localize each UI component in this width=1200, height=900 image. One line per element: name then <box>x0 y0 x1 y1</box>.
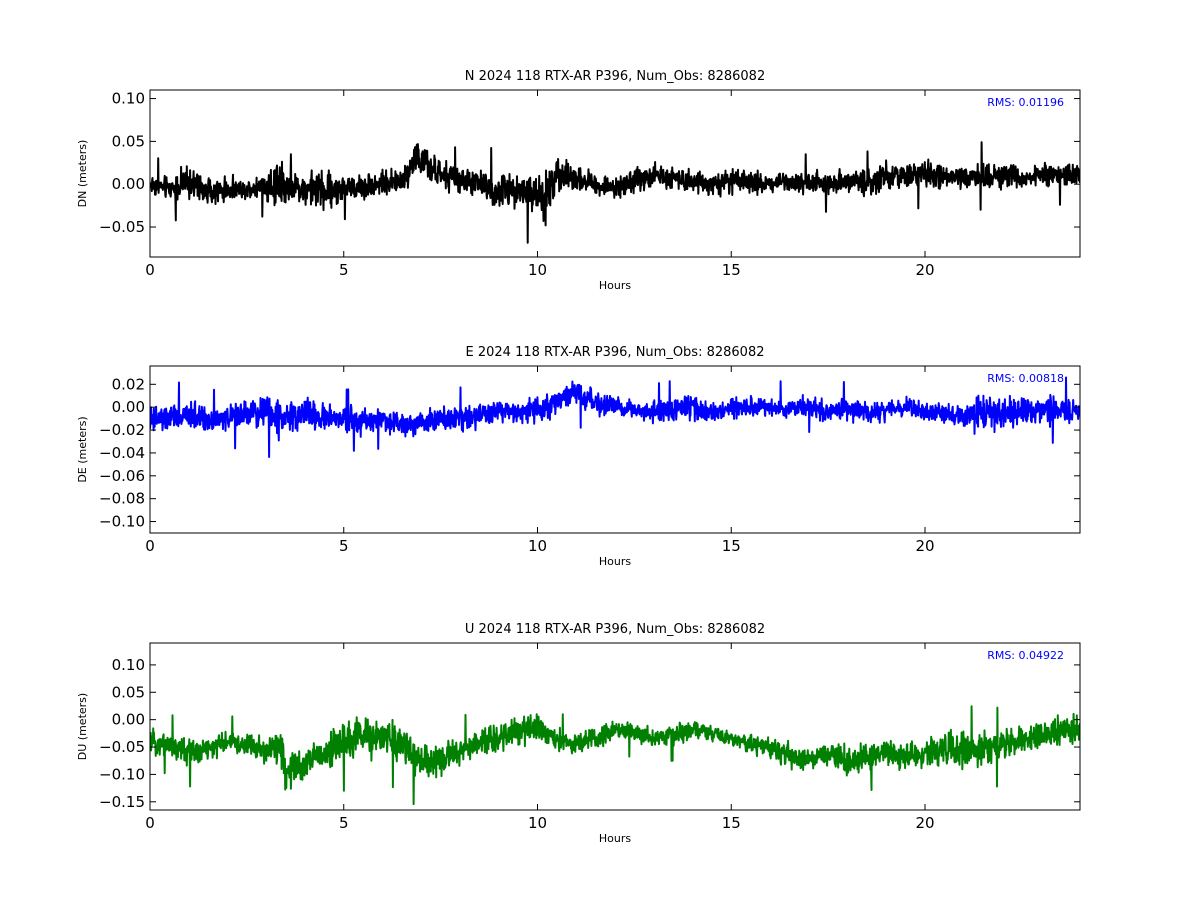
e-rms-annotation: RMS: 0.00818 <box>987 372 1064 385</box>
e-plot-area <box>150 366 1080 533</box>
e-axes-frame <box>149 365 1081 534</box>
n-x-tick-label: 15 <box>722 261 741 279</box>
n-x-axis-label: Hours <box>599 279 631 292</box>
u-x-tick-label: 10 <box>528 814 547 832</box>
u-x-tick-label: 5 <box>339 814 349 832</box>
u-x-axis-label: Hours <box>599 832 631 845</box>
e-x-tick-label: 0 <box>145 537 155 555</box>
u-y-tick-label: 0.00 <box>112 711 145 729</box>
e-y-tick-label: 0.00 <box>112 398 145 416</box>
e-chart-title: E 2024 118 RTX-AR P396, Num_Obs: 8286082 <box>466 345 765 360</box>
e-x-tick-label: 20 <box>915 537 934 555</box>
u-y-tick-label: −0.10 <box>99 765 145 783</box>
n-rms-annotation: RMS: 0.01196 <box>987 96 1064 109</box>
n-y-tick-label: 0.00 <box>112 175 145 193</box>
n-y-tick-label: 0.10 <box>112 90 145 108</box>
e-series-line <box>150 376 1080 458</box>
u-y-tick-label: 0.10 <box>112 656 145 674</box>
u-y-tick-label: −0.15 <box>99 793 145 811</box>
n-x-tick-label: 10 <box>528 261 547 279</box>
u-axes-frame <box>149 642 1081 811</box>
n-x-tick-label: 5 <box>339 261 349 279</box>
e-x-tick-label: 10 <box>528 537 547 555</box>
u-x-tick-label: 15 <box>722 814 741 832</box>
n-panel: 0 5 10 15 20 −0.05 0.00 0.05 0.10 N 2024 118 RTX-… <box>76 69 1081 292</box>
u-rms-annotation: RMS: 0.04922 <box>987 649 1064 662</box>
n-y-tick-label: −0.05 <box>99 218 145 236</box>
u-x-tick-label: 20 <box>915 814 934 832</box>
n-y-axis-label: DN (meters) <box>76 140 89 208</box>
u-y-tick-label: 0.05 <box>112 683 145 701</box>
e-x-tick-label: 15 <box>722 537 741 555</box>
e-y-tick-label: −0.08 <box>99 490 145 508</box>
u-y-axis-label: DU (meters) <box>76 693 89 760</box>
u-series-line <box>150 705 1080 806</box>
e-y-axis-label: DE (meters) <box>76 416 89 482</box>
u-panel: 0 5 10 15 20 −0.15 −0.10 −0.05 0.00 0.05 0.10 U 202… <box>76 622 1081 845</box>
n-axes-frame <box>149 89 1081 258</box>
e-panel: 0 5 10 15 20 −0.10 −0.08 −0.06 −0.04 −0.02 0.00 0.0… <box>76 345 1081 568</box>
u-y-tick-label: −0.05 <box>99 738 145 756</box>
n-series-line <box>150 141 1080 244</box>
e-x-axis-label: Hours <box>599 555 631 568</box>
e-y-tick-label: −0.04 <box>99 444 145 462</box>
u-x-tick-label: 0 <box>145 814 155 832</box>
e-y-tick-label: −0.10 <box>99 513 145 531</box>
e-y-tick-label: −0.02 <box>99 421 145 439</box>
e-y-tick-label: 0.02 <box>112 375 145 393</box>
n-x-tick-label: 20 <box>915 261 934 279</box>
u-chart-title: U 2024 118 RTX-AR P396, Num_Obs: 8286082 <box>465 622 765 637</box>
n-y-tick-label: 0.05 <box>112 132 145 150</box>
n-chart-title: N 2024 118 RTX-AR P396, Num_Obs: 8286082 <box>465 69 765 84</box>
e-x-tick-label: 5 <box>339 537 349 555</box>
n-x-tick-label: 0 <box>145 261 155 279</box>
e-y-tick-label: −0.06 <box>99 467 145 485</box>
